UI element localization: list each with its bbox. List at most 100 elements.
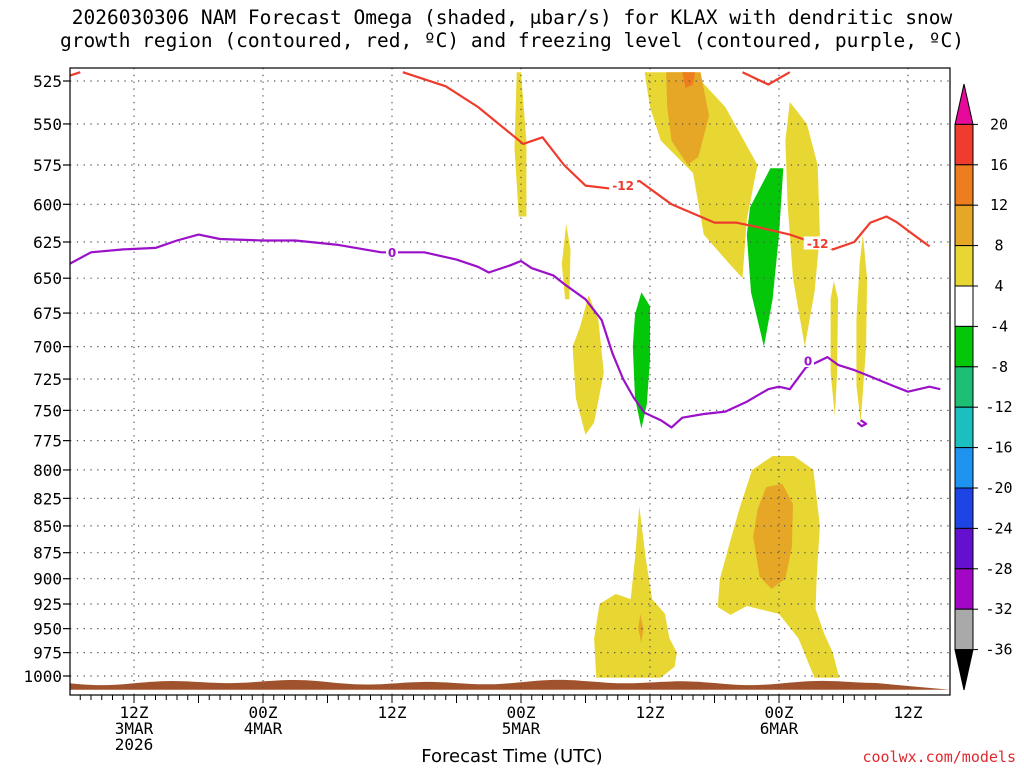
contour-line-2	[742, 71, 791, 86]
colorbar-label: -16	[985, 439, 1012, 457]
colorbar: 20 16 12 8 4 -4 -8 -12 -16 -20 -24 -28 -32 -36	[954, 83, 1013, 691]
y-tick-label: 750	[33, 401, 62, 420]
omega-region-5	[746, 168, 784, 347]
colorbar-label: 8	[994, 237, 1003, 255]
y-tick-label: 650	[33, 269, 62, 288]
x-tick-label: 12Z	[120, 703, 149, 722]
y-tick-label: 575	[33, 156, 62, 175]
y-tick-label: 900	[33, 570, 62, 589]
colorbar-label: -24	[985, 519, 1012, 537]
x-tick-label: 00Z	[765, 703, 794, 722]
y-tick-label: 775	[33, 432, 62, 451]
y-tick-label: 725	[33, 370, 62, 389]
colorbar-swatch	[954, 83, 974, 125]
y-tick-label: 925	[33, 595, 62, 614]
colorbar-swatch	[954, 406, 974, 449]
contour-line-1	[402, 71, 931, 251]
grid-lines	[70, 68, 950, 695]
x-tick-label: 4MAR	[244, 719, 283, 738]
colorbar-swatch	[954, 608, 974, 651]
omega-region-0	[514, 72, 527, 217]
colorbar-label: -12	[985, 398, 1012, 416]
colorbar-swatch	[954, 285, 974, 327]
surface-band	[70, 679, 950, 690]
contour-label-bg	[802, 354, 815, 368]
y-tick-label: 850	[33, 517, 62, 536]
plot-frame	[69, 67, 951, 696]
omega-region-4	[785, 101, 820, 347]
omega-region-13	[594, 506, 677, 678]
y-axis: 525 550 575 600 625 650 675 700 725 750 775 800 825 8…	[23, 72, 70, 686]
contour-label-bg	[803, 236, 832, 250]
omega-region-3	[682, 72, 696, 88]
colorbar-label: -8	[990, 358, 1008, 376]
x-tick-label: 12Z	[636, 703, 665, 722]
colorbar-swatch	[954, 123, 974, 166]
terrain-surface-band	[70, 679, 950, 690]
colorbar-swatch	[954, 447, 974, 489]
omega-region-12	[753, 483, 793, 589]
colorbar-swatch	[954, 649, 974, 691]
credit-text[interactable]: coolwx.com/models	[862, 748, 1016, 766]
colorbar-swatch	[954, 164, 974, 206]
colorbar-swatch	[954, 487, 974, 529]
colorbar-label: 16	[990, 156, 1008, 174]
title-line-2: growth region (contoured, red, ºC) and f…	[60, 29, 964, 52]
colorbar-label: -4	[990, 317, 1008, 335]
omega-region-9	[830, 281, 839, 417]
y-tick-label: 950	[33, 620, 62, 639]
omega-region-6	[561, 224, 571, 300]
colorbar-label: 12	[990, 196, 1008, 214]
x-axis-title: Forecast Time (UTC)	[421, 746, 603, 767]
y-tick-label: 700	[33, 338, 62, 357]
colorbar-swatch	[954, 325, 974, 368]
x-tick-label: 2026	[115, 735, 154, 754]
colorbar-swatch	[954, 527, 974, 570]
contour-label-bg	[386, 245, 398, 259]
contour-label: 0	[804, 355, 812, 369]
x-tick-label: 3MAR	[115, 719, 154, 738]
x-tick-label: 6MAR	[760, 719, 799, 738]
colorbar-swatch	[954, 204, 974, 247]
y-tick-label: 975	[33, 644, 62, 663]
colorbar-label: -20	[985, 479, 1012, 497]
contour-label: 0	[388, 246, 396, 260]
contour-labels: -12 -12 0 0	[386, 178, 832, 369]
y-tick-label: 800	[33, 461, 62, 480]
omega-region-2	[666, 72, 710, 165]
omega-shaded-regions	[514, 72, 868, 678]
colorbar-label: -36	[985, 641, 1012, 659]
colorbar-label: -28	[985, 560, 1012, 578]
omega-region-14	[638, 613, 644, 644]
y-tick-label: 550	[33, 115, 62, 134]
x-tick-label: 5MAR	[502, 719, 541, 738]
colorbar-label: -32	[985, 600, 1012, 618]
y-tick-label: 525	[33, 72, 62, 91]
chart-title: 2026030306 NAM Forecast Omega (shaded, μ…	[0, 6, 1024, 52]
y-tick-label: 825	[33, 489, 62, 508]
y-tick-label: 625	[33, 233, 62, 252]
contour-label-bg	[609, 178, 638, 192]
y-tick-label: 875	[33, 544, 62, 563]
colorbar-label: 20	[990, 115, 1008, 133]
x-tick-label: 12Z	[378, 703, 407, 722]
omega-region-8	[632, 292, 650, 429]
y-tick-label: 600	[33, 195, 62, 214]
contour-line-4	[856, 419, 868, 428]
y-tick-label: 675	[33, 304, 62, 323]
x-tick-label: 12Z	[894, 703, 923, 722]
title-line-1: 2026030306 NAM Forecast Omega (shaded, μ…	[71, 6, 953, 29]
colorbar-label: 4	[994, 277, 1003, 295]
y-tick-label: 1000	[23, 667, 62, 686]
contour-label: -12	[807, 237, 829, 251]
omega-region-7	[572, 295, 604, 435]
omega-region-10	[856, 234, 868, 423]
colorbar-swatch	[954, 568, 974, 610]
x-tick-label: 00Z	[507, 703, 536, 722]
contour-label: -12	[612, 179, 634, 193]
x-tick-label: 00Z	[249, 703, 278, 722]
colorbar-swatch	[954, 245, 974, 287]
colorbar-swatch	[954, 366, 974, 408]
